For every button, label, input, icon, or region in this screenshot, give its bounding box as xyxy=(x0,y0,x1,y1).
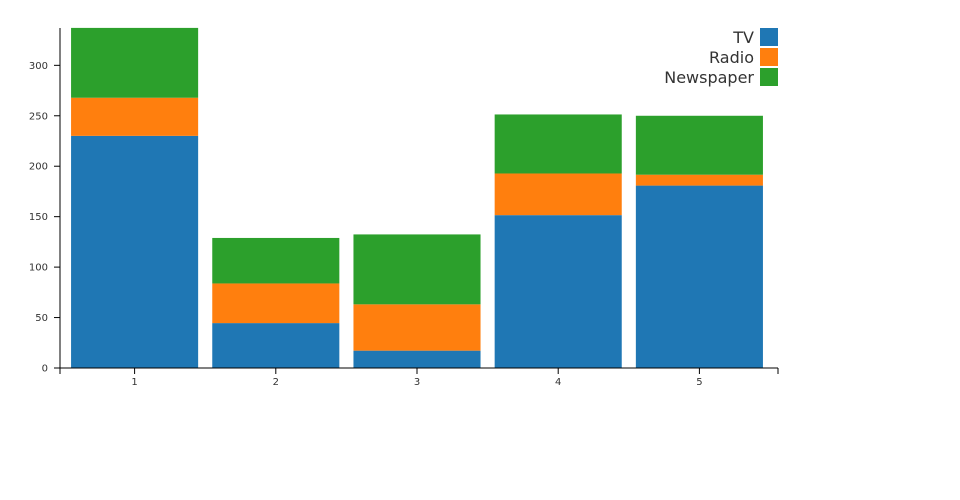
x-axis: 1 2 3 4 5 xyxy=(59,367,779,388)
legend-label-tv: TV xyxy=(732,28,754,47)
bar-newspaper-3 xyxy=(353,234,481,305)
bars-layer xyxy=(71,27,763,368)
legend-label-newspaper: Newspaper xyxy=(664,68,754,87)
y-tick-label-100: 100 xyxy=(29,263,48,274)
x-tick-label-4: 4 xyxy=(555,377,561,388)
y-tick-label-0: 0 xyxy=(42,364,48,375)
bar-tv-3 xyxy=(353,350,481,368)
bar-newspaper-1 xyxy=(71,27,199,98)
y-tick-label-50: 50 xyxy=(35,313,48,324)
bar-radio-5 xyxy=(635,174,763,186)
legend-swatch-newspaper xyxy=(760,68,778,86)
y-tick-label-150: 150 xyxy=(29,212,48,223)
x-tick-label-3: 3 xyxy=(414,377,420,388)
bar-newspaper-5 xyxy=(635,115,763,175)
x-tick-label-2: 2 xyxy=(273,377,279,388)
y-tick-label-300: 300 xyxy=(29,61,48,72)
bar-radio-4 xyxy=(494,173,622,216)
bar-tv-2 xyxy=(212,323,340,368)
bar-tv-4 xyxy=(494,215,622,368)
bar-radio-3 xyxy=(353,304,481,351)
legend-label-radio: Radio xyxy=(709,48,754,67)
bar-newspaper-4 xyxy=(494,114,622,174)
bar-newspaper-2 xyxy=(212,237,340,284)
bar-tv-1 xyxy=(71,135,199,368)
bar-tv-5 xyxy=(635,185,763,368)
bar-radio-2 xyxy=(212,283,340,324)
legend-swatch-tv xyxy=(760,28,778,46)
bar-radio-1 xyxy=(71,97,199,136)
y-axis: 0 50 100 150 200 250 300 xyxy=(29,28,61,375)
y-tick-label-200: 200 xyxy=(29,162,48,173)
legend-swatch-radio xyxy=(760,48,778,66)
x-tick-label-1: 1 xyxy=(131,377,137,388)
y-tick-label-250: 250 xyxy=(29,111,48,122)
x-tick-label-5: 5 xyxy=(696,377,702,388)
